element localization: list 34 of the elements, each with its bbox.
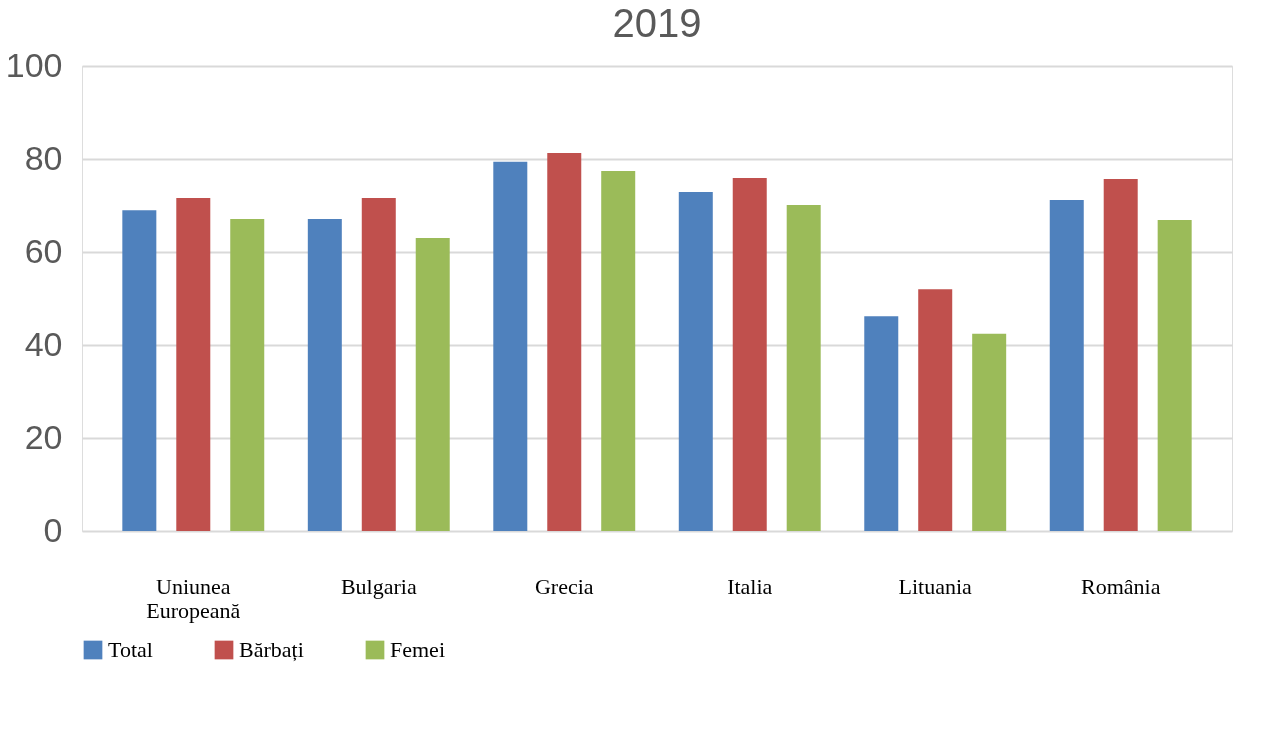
bar [361,198,396,531]
bar [176,198,211,531]
bar [601,171,636,531]
y-tick-label: 0 [43,510,63,549]
legend-label: Total [108,637,153,662]
bar [678,192,713,531]
bar [918,289,953,531]
x-tick-label: Italia [727,573,773,599]
y-tick-label: 40 [24,324,63,363]
bar [122,210,157,531]
legend-label: Bărbați [239,637,304,662]
x-tick-label: Grecia [534,573,594,599]
y-tick-label: 60 [24,231,63,270]
x-tick-label: România [1080,573,1161,599]
bar [864,316,899,531]
y-tick-label: 20 [24,417,63,456]
legend-label: Femei [390,637,445,662]
bar [493,161,528,531]
y-tick-label: 80 [24,138,63,177]
bar [415,238,450,531]
y-tick-label: 100 [5,45,63,84]
x-tick-label: Uniunea Europeană [146,573,241,623]
bar [307,218,342,531]
chart-title: 2019 [612,1,702,45]
bar [1049,199,1084,531]
bar [547,152,582,531]
x-tick-label: Lituania [898,573,973,599]
bar [732,178,767,531]
bar [1103,179,1138,531]
bar [1157,219,1192,531]
bar [230,218,265,531]
x-tick-label: Bulgaria [340,573,417,599]
bar [972,333,1007,531]
bar [786,205,821,531]
